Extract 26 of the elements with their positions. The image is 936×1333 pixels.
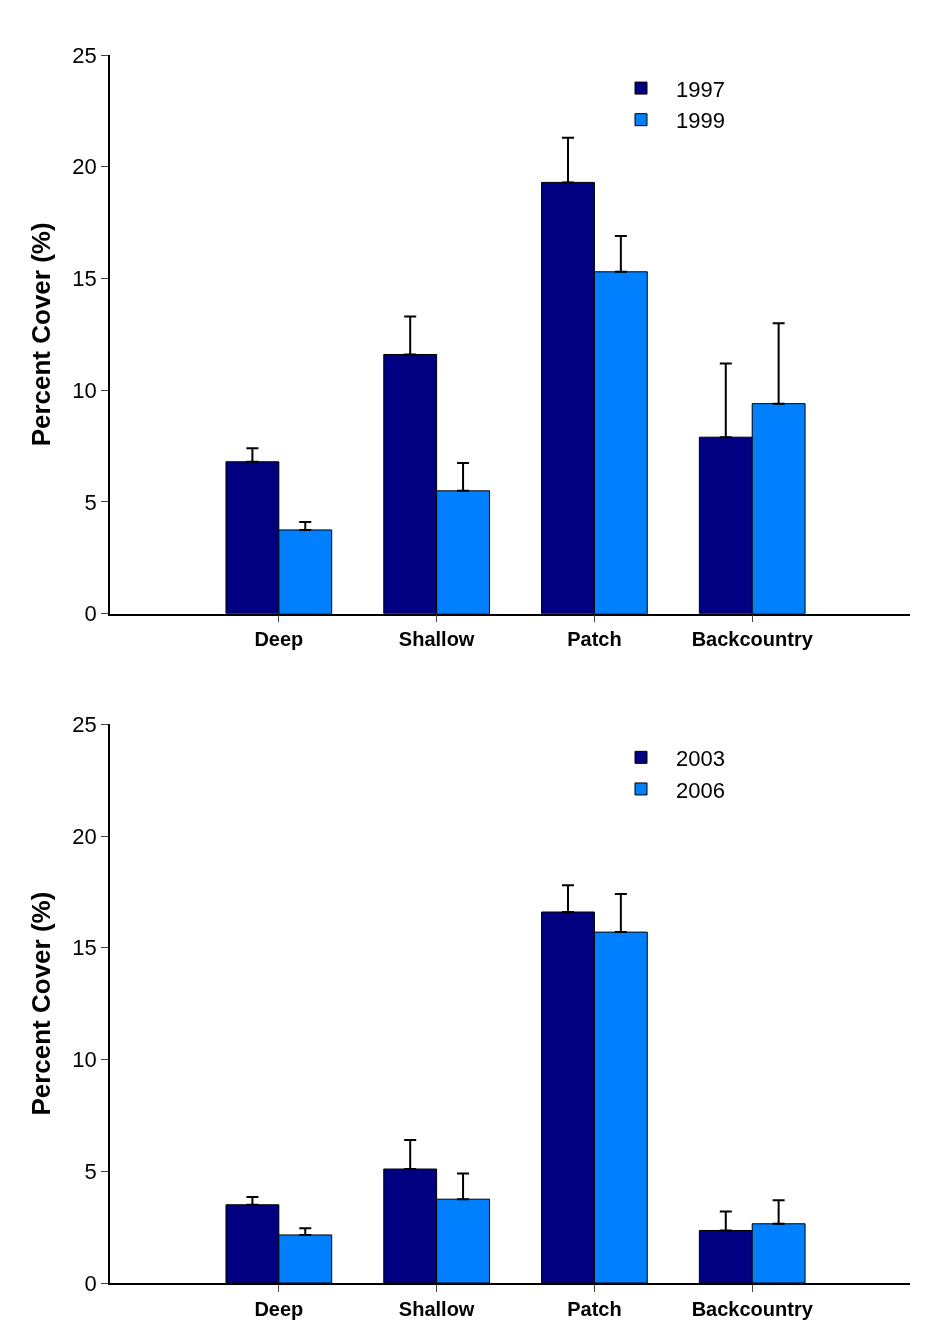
y-tick-label: 0: [84, 1270, 97, 1296]
x-tick-label: Patch: [567, 628, 622, 651]
legend-label: 2003: [676, 745, 725, 771]
x-tick-label: Shallow: [398, 628, 475, 651]
y-tick-label: 25: [72, 711, 97, 737]
y-tick-label: 20: [72, 823, 97, 849]
y-axis-title: Percent Cover (%): [26, 891, 57, 1116]
x-tick-label: Shallow: [398, 1297, 475, 1320]
y-tick-label: 10: [72, 1047, 97, 1073]
x-tick-label: Patch: [567, 1297, 622, 1320]
y-tick-label: 25: [72, 42, 97, 68]
y-tick-label: 5: [84, 1158, 97, 1184]
legend-label: 1999: [676, 108, 725, 134]
x-tick-label: Backcountry: [691, 1297, 814, 1320]
y-axis-title: Percent Cover (%): [26, 222, 57, 447]
y-tick-label: 15: [72, 935, 97, 961]
y-tick-label: 15: [72, 266, 97, 292]
y-tick-label: 5: [84, 489, 97, 515]
y-tick-label: 0: [84, 601, 97, 627]
legend-label: 2006: [676, 777, 725, 803]
x-tick-label: Backcountry: [691, 628, 814, 651]
y-tick-label: 10: [72, 377, 97, 403]
legend-label: 1997: [676, 76, 725, 102]
x-tick-label: Deep: [254, 1297, 304, 1320]
x-tick-label: Deep: [254, 628, 304, 651]
y-tick-label: 20: [72, 154, 97, 180]
